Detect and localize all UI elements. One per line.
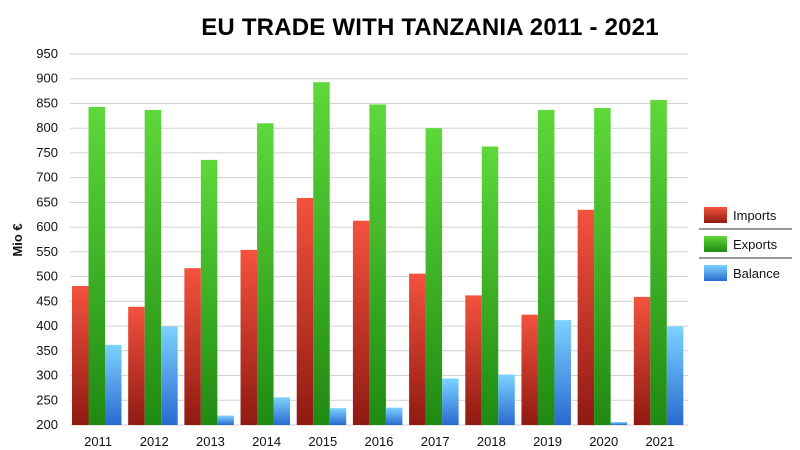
x-tick-label: 2014	[252, 434, 281, 449]
bar-exports-2015	[313, 82, 330, 426]
x-tick-label: 2013	[196, 434, 225, 449]
bar-imports-2015	[296, 197, 314, 425]
bar-balance-2011	[105, 344, 122, 425]
x-tick-label: 2019	[533, 434, 562, 449]
bar-exports-2011	[88, 106, 105, 426]
y-tick-label: 250	[36, 392, 58, 407]
legend-label-imports: Imports	[733, 208, 777, 223]
y-tick-label: 500	[36, 269, 58, 284]
y-tick-label: 650	[36, 194, 58, 209]
bar-exports-2020	[594, 107, 611, 425]
bar-balance-2015	[329, 408, 347, 425]
bar-exports-2017	[425, 128, 443, 425]
bar-exports-2016	[369, 104, 386, 426]
chart-title: EU TRADE WITH TANZANIA 2011 - 2021	[201, 14, 659, 41]
bar-balance-2021	[666, 326, 684, 425]
bars	[72, 82, 684, 426]
bar-exports-2012	[144, 109, 162, 425]
y-tick-label: 550	[36, 244, 58, 259]
bar-imports-2012	[128, 306, 145, 425]
y-tick-label: 950	[36, 46, 58, 61]
bar-imports-2020	[577, 209, 595, 425]
y-tick-label: 400	[36, 318, 58, 333]
x-tick-label: 2016	[365, 434, 394, 449]
y-tick-label: 200	[36, 417, 58, 432]
legend-swatch-exports	[704, 236, 727, 252]
legend-label-balance: Balance	[733, 266, 780, 281]
y-tick-label: 850	[36, 95, 58, 110]
bar-balance-2018	[498, 374, 515, 425]
x-tick-label: 2017	[421, 434, 450, 449]
bar-imports-2011	[72, 285, 89, 425]
y-tick-label: 700	[36, 170, 58, 185]
x-tick-label: 2015	[308, 434, 337, 449]
x-tick-label: 2011	[84, 434, 112, 449]
bar-imports-2014	[240, 249, 258, 425]
x-axis-ticks: 2011 2012 2013 2014 2015 2016 2017 2018 2019 2020…	[84, 434, 674, 449]
bar-balance-2020	[610, 422, 628, 425]
y-tick-label: 900	[36, 71, 58, 86]
x-tick-label: 2020	[589, 434, 618, 449]
legend-label-exports: Exports	[733, 237, 778, 252]
y-tick-label: 800	[36, 120, 58, 135]
y-tick-label: 600	[36, 219, 58, 234]
legend: Imports Exports Balance	[699, 207, 792, 281]
x-tick-label: 2018	[477, 434, 506, 449]
bar-exports-2021	[650, 100, 667, 425]
bar-balance-2014	[273, 397, 291, 425]
y-axis-label: Mio €	[10, 223, 25, 256]
bar-imports-2017	[409, 273, 426, 425]
y-axis-ticks: 200 250 300 350 400 450 500 550 600 650 700 750 800 8…	[36, 46, 58, 432]
x-tick-label: 2021	[645, 434, 674, 449]
y-tick-label: 300	[36, 368, 58, 383]
bar-imports-2021	[633, 296, 651, 425]
legend-swatch-imports	[704, 207, 727, 223]
bar-exports-2019	[537, 109, 555, 425]
y-tick-label: 750	[36, 145, 58, 160]
bar-imports-2018	[465, 295, 482, 425]
y-tick-label: 350	[36, 343, 58, 358]
bar-balance-2017	[442, 378, 459, 425]
y-tick-label: 450	[36, 293, 58, 308]
bar-exports-2018	[481, 146, 499, 425]
bar-imports-2016	[352, 220, 370, 425]
bar-balance-2013	[217, 415, 234, 425]
bar-balance-2019	[554, 320, 571, 425]
legend-swatch-balance	[704, 265, 727, 281]
bar-imports-2019	[521, 314, 538, 425]
bar-balance-2016	[385, 407, 403, 425]
bar-exports-2014	[257, 123, 274, 426]
bar-exports-2013	[200, 159, 218, 425]
x-tick-label: 2012	[140, 434, 169, 449]
bar-imports-2013	[184, 268, 201, 425]
bar-balance-2012	[161, 326, 178, 425]
